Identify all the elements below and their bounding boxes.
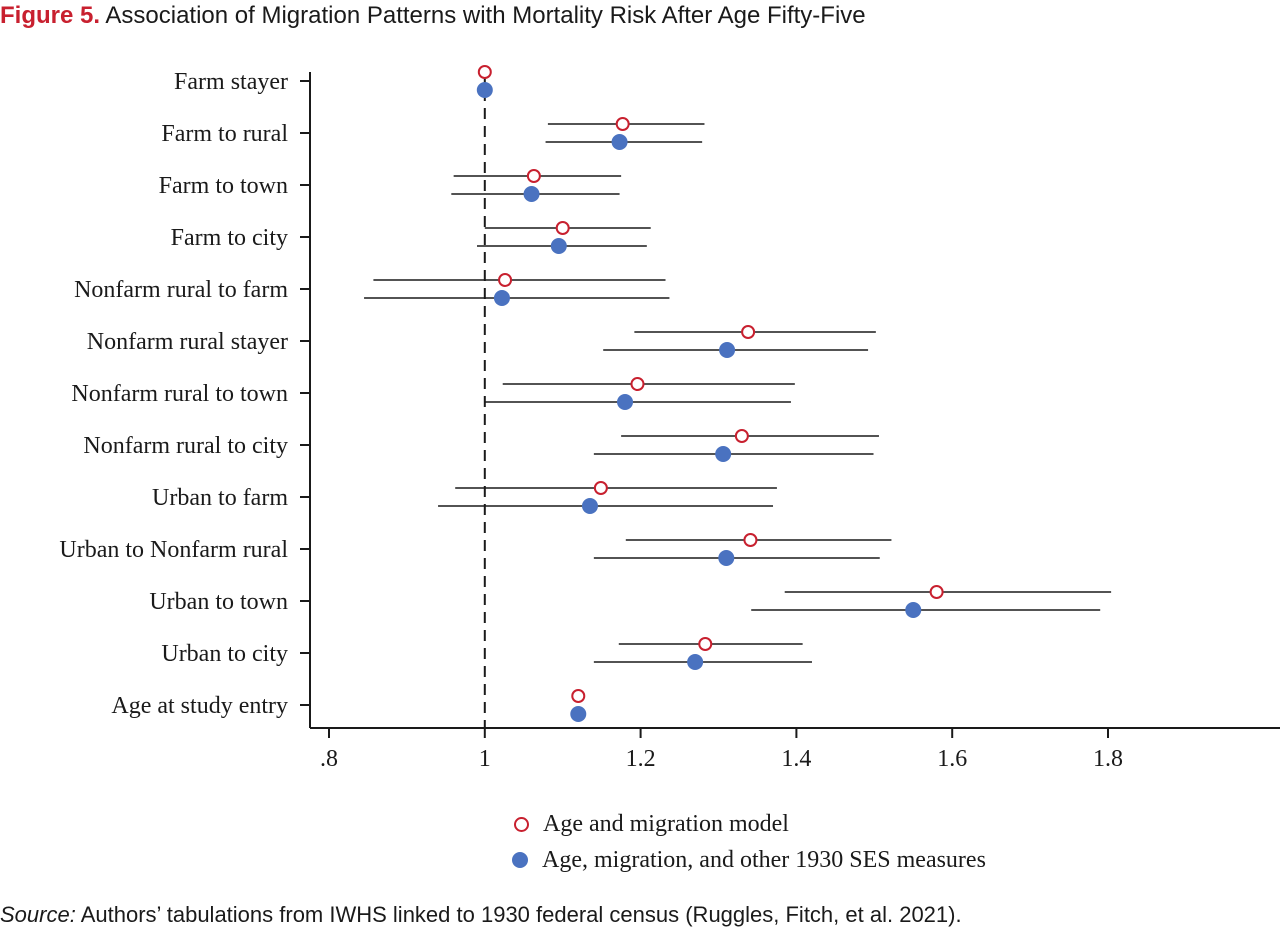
x-tick-label: .8 (320, 746, 338, 772)
category-label: Urban to farm (152, 485, 288, 511)
point-open (741, 325, 756, 339)
category-label: Urban to Nonfarm rural (59, 537, 288, 563)
category-label: Urban to city (161, 641, 288, 667)
source-text: Authors’ tabulations from IWHS linked to… (80, 902, 962, 927)
point-filled (719, 342, 736, 358)
category-label: Urban to town (149, 589, 288, 615)
point-filled (715, 446, 732, 462)
legend-label-age-migration: Age and migration model (543, 810, 789, 837)
point-open (526, 169, 541, 183)
category-label: Farm stayer (174, 69, 288, 95)
point-filled (617, 394, 634, 410)
figure-label: Figure 5. (0, 2, 101, 29)
category-label: Farm to town (159, 173, 288, 199)
figure-title-text: Association of Migration Patterns with M… (105, 2, 866, 29)
filled-circle-icon (512, 852, 528, 868)
figure-source: Source: Authors’ tabulations from IWHS l… (0, 902, 962, 928)
category-label: Nonfarm rural to farm (74, 277, 288, 303)
open-circle-icon (514, 816, 529, 832)
x-tick-label: 1.2 (626, 746, 656, 772)
legend: Age and migration model Age, migration, … (512, 806, 986, 878)
point-filled (905, 602, 922, 618)
category-label: Nonfarm rural to town (71, 381, 288, 407)
point-open (498, 273, 513, 287)
legend-label-ses: Age, migration, and other 1930 SES measu… (542, 846, 986, 873)
point-filled (476, 82, 493, 98)
point-open (571, 689, 586, 703)
x-tick-label: 1 (479, 746, 491, 772)
point-filled (718, 550, 735, 566)
point-open (615, 117, 630, 131)
category-label: Nonfarm rural stayer (87, 329, 288, 355)
point-filled (581, 498, 598, 514)
category-label: Age at study entry (111, 693, 288, 719)
point-open (477, 65, 492, 79)
point-open (698, 637, 713, 651)
x-tick-label: 1.8 (1093, 746, 1123, 772)
source-prefix: Source: (0, 902, 76, 927)
point-filled (523, 186, 540, 202)
point-open (734, 429, 749, 443)
legend-item-ses: Age, migration, and other 1930 SES measu… (512, 842, 986, 878)
point-open (593, 481, 608, 495)
point-filled (493, 290, 510, 306)
point-filled (570, 706, 587, 722)
point-open (929, 585, 944, 599)
point-open (630, 377, 645, 391)
category-label: Nonfarm rural to city (83, 433, 288, 459)
x-tick-label: 1.6 (937, 746, 967, 772)
point-open (743, 533, 758, 547)
category-label: Farm to city (171, 225, 288, 251)
point-open (555, 221, 570, 235)
figure-title: Figure 5. Association of Migration Patte… (0, 2, 866, 30)
category-label: Farm to rural (161, 121, 288, 147)
point-filled (687, 654, 704, 670)
forest-plot: .8 1 1.2 1.4 1.6 1.8 Farm stayer Farm to rural F… (59, 65, 1280, 772)
x-tick-label: 1.4 (781, 746, 811, 772)
legend-item-age-migration: Age and migration model (512, 806, 986, 842)
point-filled (611, 134, 628, 150)
point-filled (550, 238, 567, 254)
